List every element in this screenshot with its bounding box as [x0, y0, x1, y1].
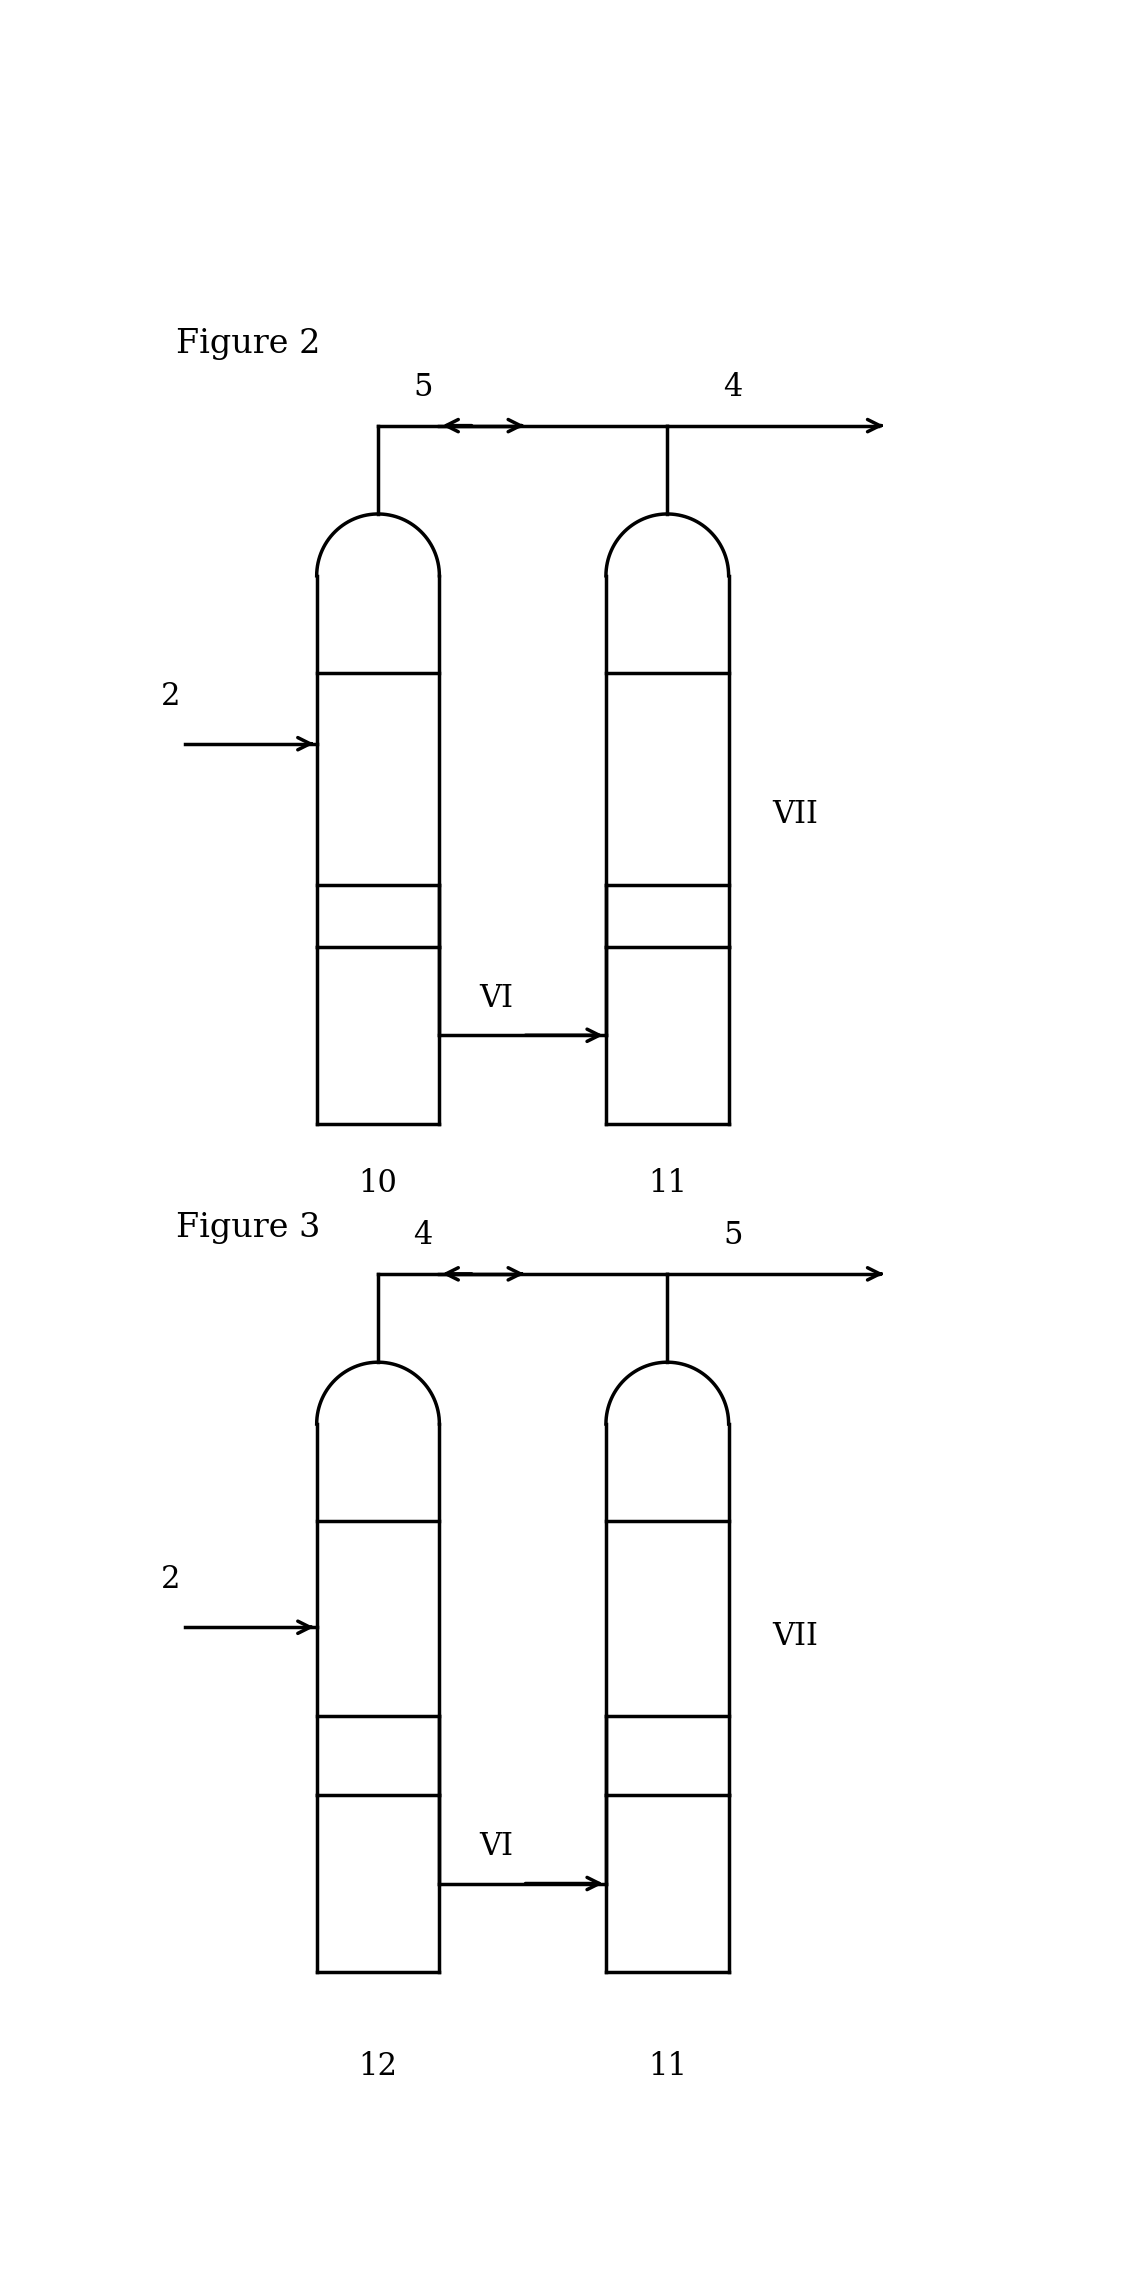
Text: VI: VI	[480, 1831, 513, 1861]
Text: 2: 2	[162, 1565, 181, 1595]
Text: 11: 11	[648, 1168, 687, 1198]
Text: 5: 5	[724, 1221, 743, 1251]
Text: 2: 2	[162, 682, 181, 711]
Text: 4: 4	[413, 1221, 432, 1251]
Text: 10: 10	[359, 1168, 397, 1198]
Text: 5: 5	[413, 372, 432, 402]
Text: 11: 11	[648, 2052, 687, 2082]
Text: VII: VII	[772, 1620, 819, 1652]
Text: 12: 12	[359, 2052, 397, 2082]
Text: 4: 4	[724, 372, 743, 402]
Text: VII: VII	[772, 799, 819, 831]
Text: VI: VI	[480, 982, 513, 1014]
Text: Figure 2: Figure 2	[176, 328, 321, 360]
Text: Figure 3: Figure 3	[176, 1212, 321, 1244]
